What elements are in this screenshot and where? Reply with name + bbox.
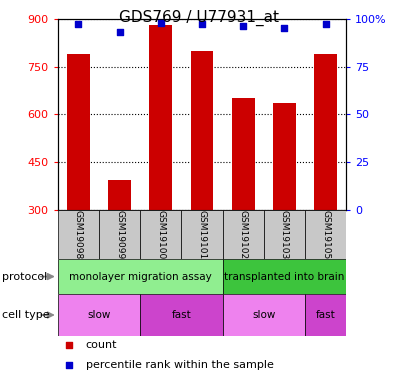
Bar [108, 180, 131, 210]
Point [322, 21, 329, 27]
Bar [264, 210, 305, 259]
Point [240, 23, 246, 29]
Point [75, 21, 82, 27]
Point [199, 21, 205, 27]
Bar [222, 210, 264, 259]
Bar [273, 103, 296, 210]
Bar [222, 294, 305, 336]
Text: count: count [86, 340, 117, 351]
Point [65, 342, 72, 348]
Point [116, 29, 123, 35]
Bar [58, 210, 99, 259]
Text: GSM19099: GSM19099 [115, 210, 124, 259]
Text: fast: fast [172, 310, 191, 320]
Text: GSM19098: GSM19098 [74, 210, 83, 259]
Text: GSM19103: GSM19103 [280, 210, 289, 259]
Text: protocol: protocol [2, 272, 47, 282]
Bar [99, 210, 140, 259]
Bar [140, 210, 181, 259]
Text: GDS769 / U77931_at: GDS769 / U77931_at [119, 9, 279, 26]
Bar [314, 54, 337, 210]
Text: slow: slow [87, 310, 111, 320]
Bar [222, 259, 346, 294]
Point [65, 362, 72, 368]
Text: cell type: cell type [2, 310, 50, 320]
Text: monolayer migration assay: monolayer migration assay [69, 272, 211, 282]
Text: GSM19102: GSM19102 [239, 210, 248, 259]
Bar [140, 294, 222, 336]
Bar [58, 259, 222, 294]
Bar [191, 51, 213, 210]
Text: percentile rank within the sample: percentile rank within the sample [86, 360, 273, 370]
Point [158, 20, 164, 26]
Bar [58, 294, 140, 336]
Bar [181, 210, 222, 259]
Text: transplanted into brain: transplanted into brain [224, 272, 345, 282]
Text: fast: fast [316, 310, 336, 320]
Bar [67, 54, 90, 210]
Point [281, 26, 288, 32]
Bar [232, 99, 255, 210]
Bar [305, 210, 346, 259]
Bar [305, 294, 346, 336]
Bar [149, 25, 172, 210]
Text: GSM19100: GSM19100 [156, 210, 165, 259]
Text: slow: slow [252, 310, 275, 320]
Text: GSM19101: GSM19101 [197, 210, 207, 259]
Text: GSM19105: GSM19105 [321, 210, 330, 259]
